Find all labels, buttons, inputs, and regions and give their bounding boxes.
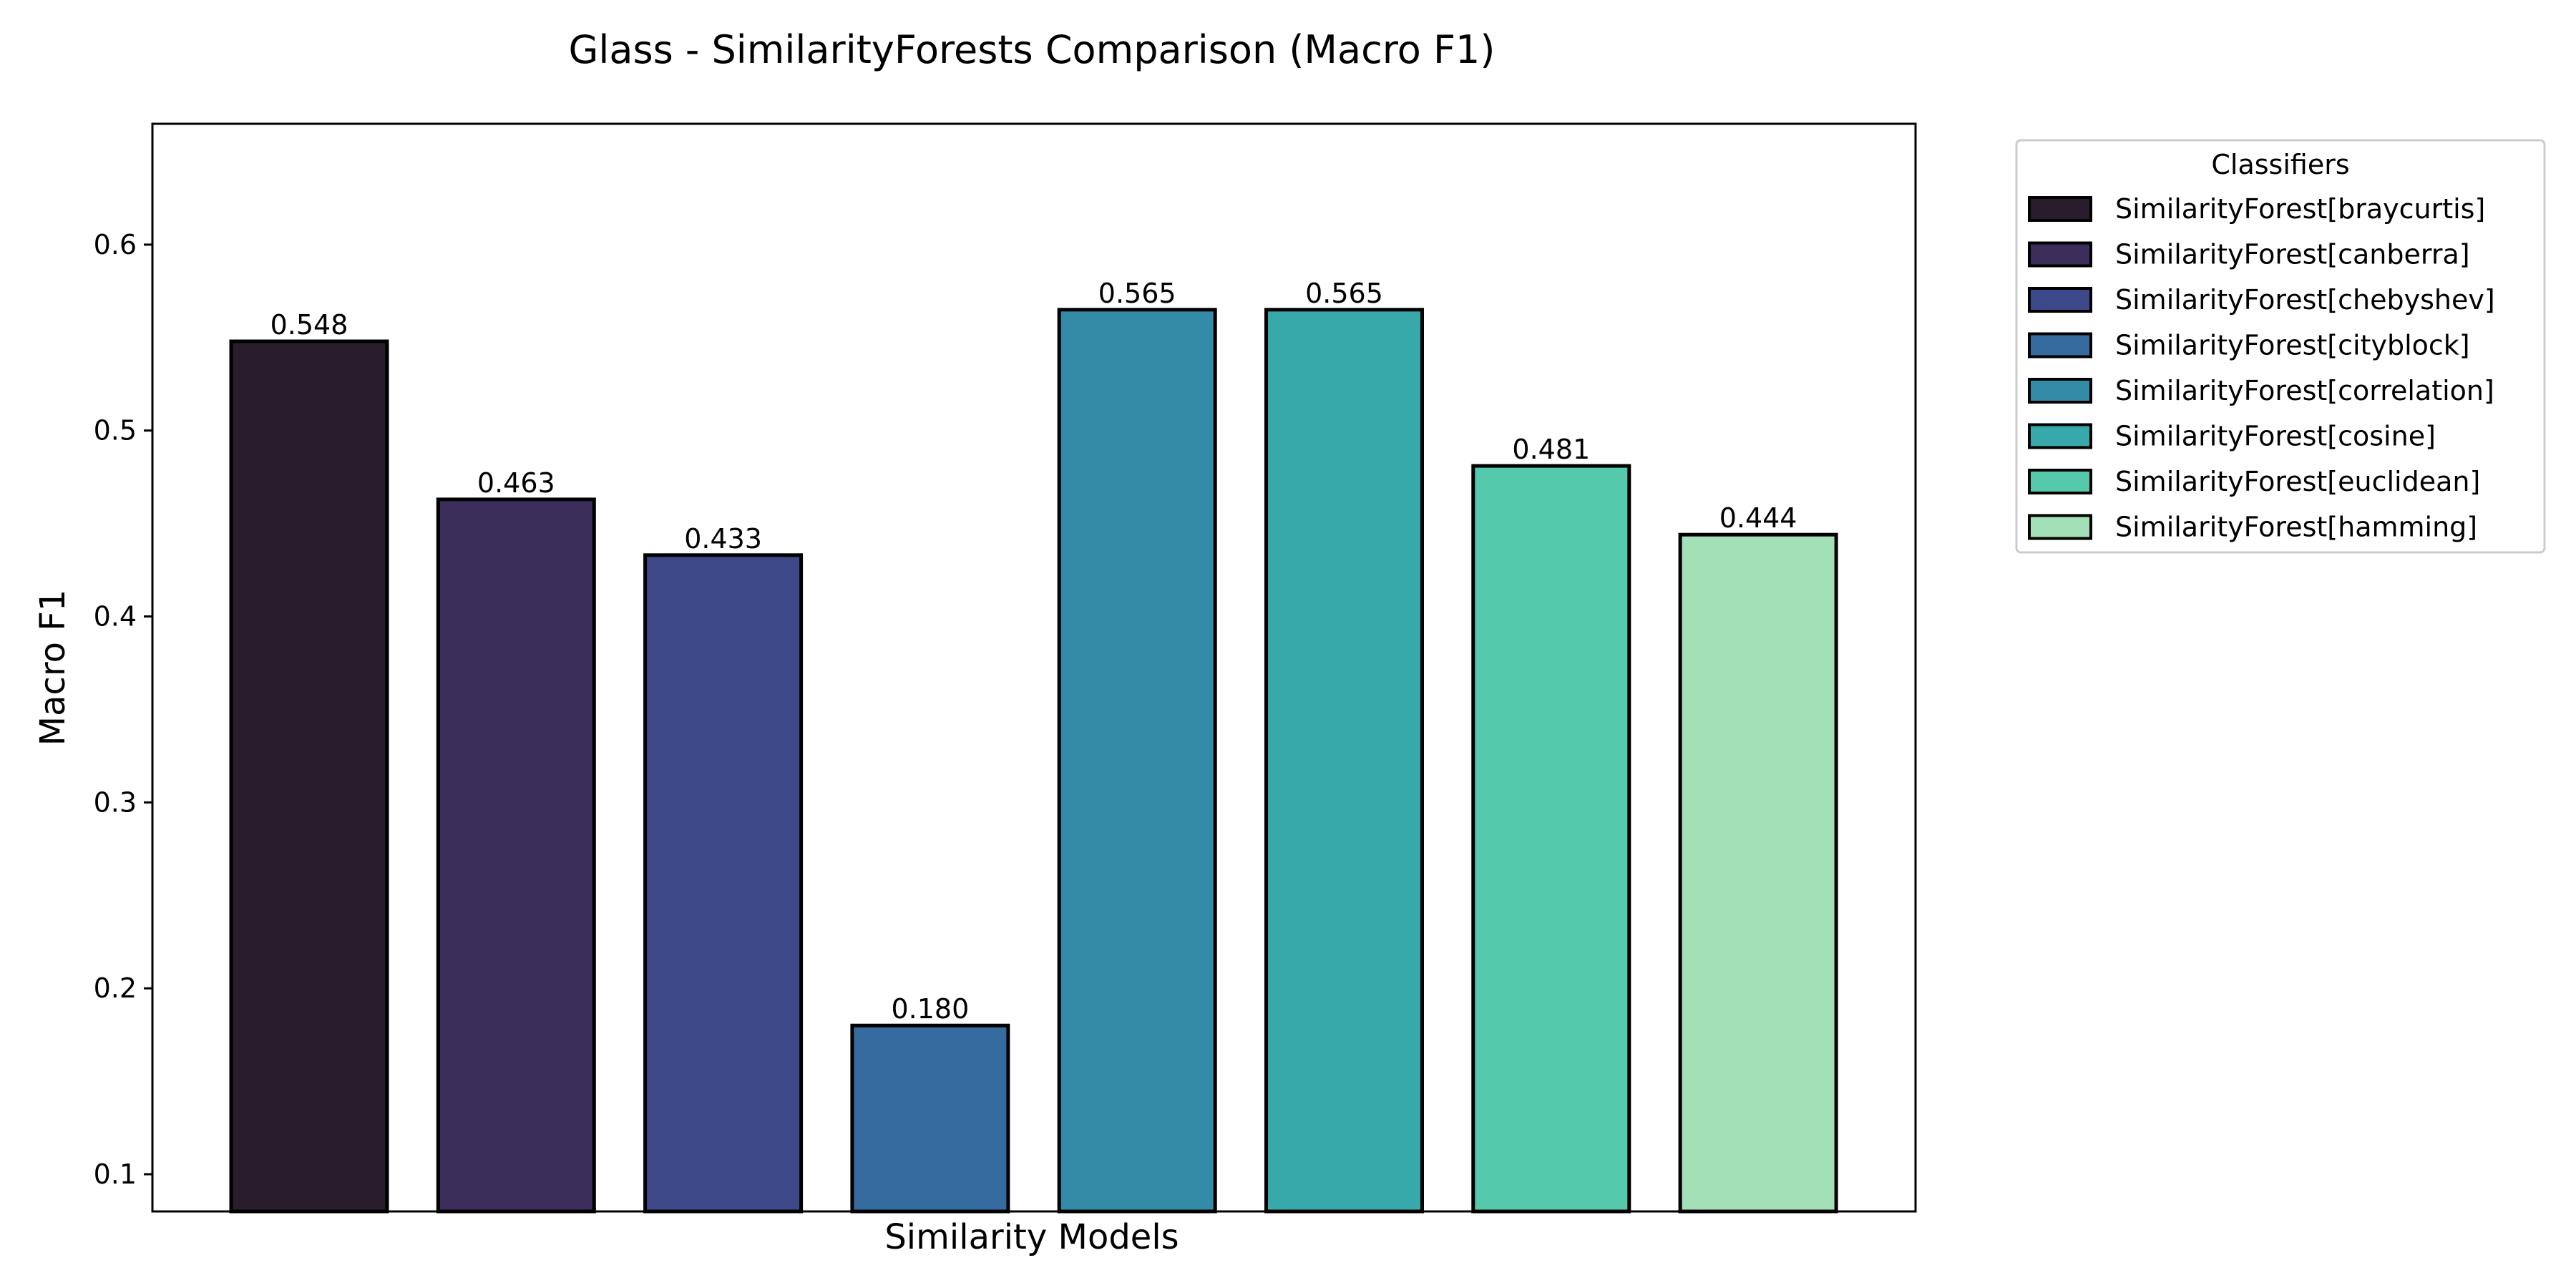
bars-group — [229, 308, 1838, 1214]
y-axis-ticks: 0.1 0.2 0.3 0.4 0.5 0.6 — [94, 229, 152, 1190]
legend-swatch-7 — [2028, 469, 2092, 494]
y-axis-label: Macro F1 — [33, 590, 73, 746]
bar-5 — [1057, 308, 1217, 1214]
y-tick-label: 0.2 — [94, 972, 137, 1004]
legend-label-7: SimilarityForest[euclidean] — [2115, 466, 2480, 497]
legend-label-3: SimilarityForest[chebyshev] — [2115, 284, 2495, 316]
data-label-3: 0.433 — [684, 523, 762, 555]
y-tick-label: 0.3 — [94, 786, 137, 818]
y-tick-label: 0.1 — [94, 1158, 137, 1190]
y-tick-label: 0.4 — [94, 601, 137, 633]
data-labels-group: 0.548 0.463 0.433 0.180 0.565 0.565 0.481 0.444 — [270, 278, 1797, 1025]
bar-4 — [850, 1023, 1010, 1214]
bar-6 — [1264, 308, 1424, 1214]
plot-frame — [151, 122, 1917, 1213]
data-label-7: 0.481 — [1512, 434, 1590, 465]
x-axis-label: Similarity Models — [884, 1217, 1179, 1257]
legend-label-5: SimilarityForest[correlation] — [2115, 375, 2494, 406]
legend-label-4: SimilarityForest[cityblock] — [2115, 330, 2470, 361]
y-tick-label: 0.6 — [94, 229, 137, 260]
data-label-2: 0.463 — [477, 467, 555, 499]
legend-label-6: SimilarityForest[cosine] — [2115, 421, 2436, 452]
legend-label-8: SimilarityForest[hamming] — [2115, 512, 2477, 543]
data-label-5: 0.565 — [1098, 278, 1176, 309]
y-tick-label: 0.5 — [94, 415, 137, 447]
data-label-8: 0.444 — [1719, 502, 1797, 534]
legend-label-2: SimilarityForest[canberra] — [2115, 239, 2470, 270]
bar-7 — [1471, 464, 1631, 1214]
chart-title: Glass - SimilarityForests Comparison (Ma… — [569, 27, 1496, 72]
legend: Classifiers SimilarityForest[braycurtis]… — [2015, 139, 2546, 554]
bar-1 — [229, 339, 389, 1214]
bar-8 — [1678, 532, 1838, 1214]
legend-swatch-6 — [2028, 423, 2092, 449]
data-label-1: 0.548 — [270, 309, 348, 341]
data-label-6: 0.565 — [1305, 278, 1383, 309]
legend-frame — [2015, 139, 2546, 554]
data-label-4: 0.180 — [892, 993, 970, 1025]
bar-2 — [436, 497, 596, 1214]
bar-3 — [643, 553, 804, 1214]
legend-swatch-4 — [2028, 332, 2092, 358]
legend-title: Classifiers — [2211, 149, 2349, 180]
legend-swatch-5 — [2028, 378, 2092, 404]
legend-label-1: SimilarityForest[braycurtis] — [2115, 193, 2485, 225]
legend-swatch-1 — [2028, 196, 2092, 222]
legend-items: SimilarityForest[braycurtis] SimilarityFo… — [2028, 193, 2495, 543]
legend-swatch-8 — [2028, 514, 2092, 540]
legend-swatch-3 — [2028, 287, 2092, 313]
legend-swatch-2 — [2028, 241, 2092, 268]
